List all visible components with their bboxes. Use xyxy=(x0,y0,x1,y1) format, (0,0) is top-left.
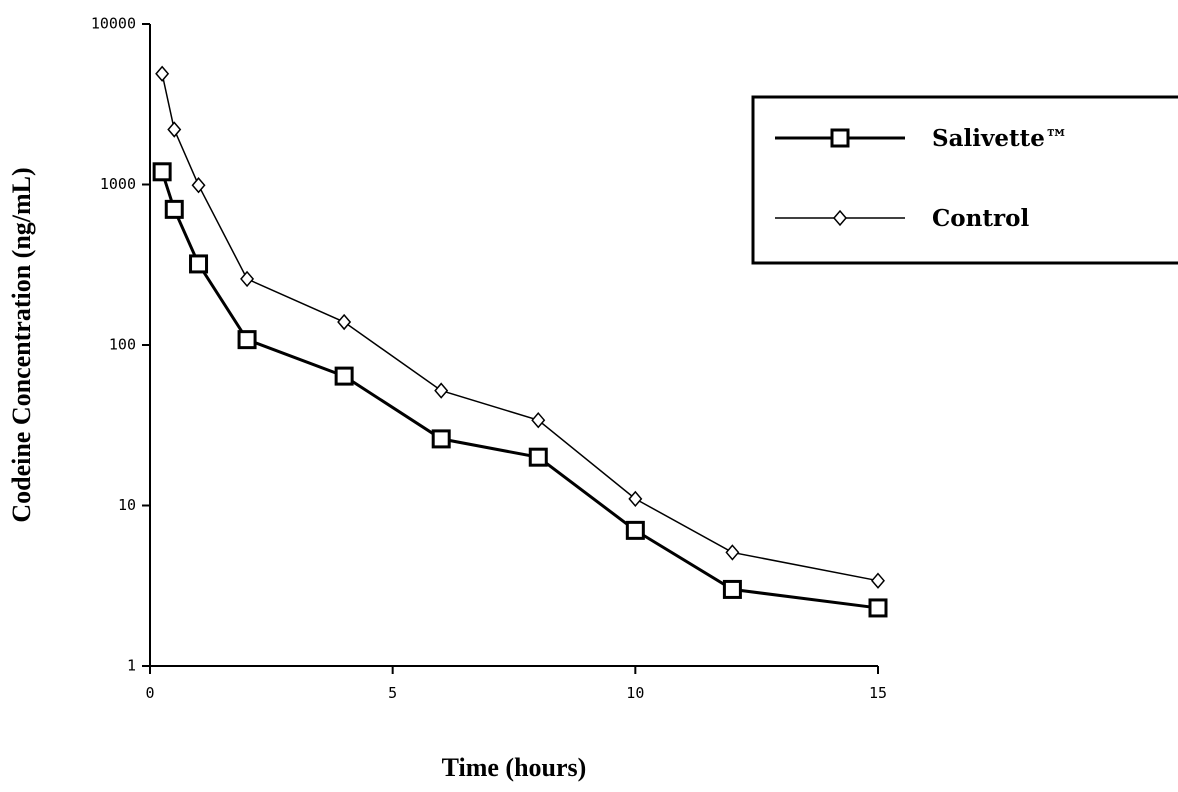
legend-label: Control xyxy=(932,205,1029,232)
series-line xyxy=(161,73,879,582)
marker xyxy=(871,572,885,589)
marker xyxy=(528,447,548,467)
marker xyxy=(334,366,354,386)
marker xyxy=(628,490,643,508)
legend-label: Salivette™ xyxy=(932,125,1068,152)
series-line xyxy=(160,171,879,610)
y-tick-label: 1000 xyxy=(100,175,136,193)
marker xyxy=(155,65,170,82)
marker xyxy=(191,177,206,194)
y-axis-label: Codeine Concentration (ng/mL) xyxy=(7,167,36,522)
marker xyxy=(164,199,184,219)
marker xyxy=(167,121,182,138)
y-tick-label: 1 xyxy=(127,657,136,675)
marker xyxy=(152,162,172,182)
x-tick-label: 10 xyxy=(626,684,644,702)
legend-box xyxy=(751,95,1178,265)
marker xyxy=(237,330,257,350)
x-tick-label: 15 xyxy=(869,684,887,702)
marker xyxy=(868,598,888,618)
marker xyxy=(189,254,209,274)
marker xyxy=(337,313,352,331)
marker xyxy=(434,382,449,399)
marker xyxy=(833,209,847,227)
y-tick-label: 100 xyxy=(109,336,136,354)
marker xyxy=(531,412,546,429)
marker xyxy=(625,520,645,540)
x-tick-label: 5 xyxy=(388,684,397,702)
marker xyxy=(722,579,742,599)
y-tick-label: 10000 xyxy=(91,15,136,33)
x-axis-label: Time (hours) xyxy=(442,753,587,782)
y-tick-label: 10 xyxy=(118,496,136,514)
marker xyxy=(431,429,451,449)
marker xyxy=(830,128,850,148)
marker xyxy=(725,544,740,561)
x-tick-label: 0 xyxy=(145,684,154,702)
marker xyxy=(240,270,255,288)
